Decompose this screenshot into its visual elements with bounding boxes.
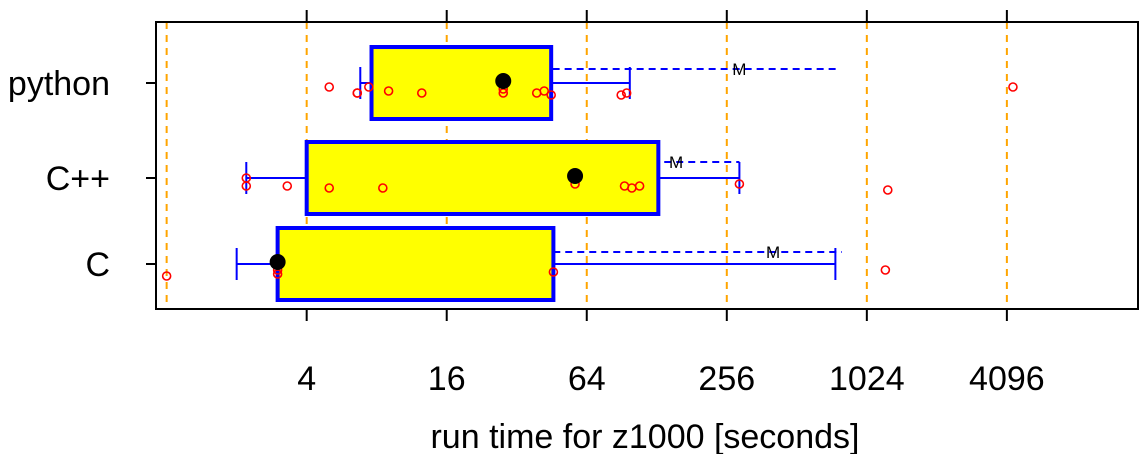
- data-point: [383, 86, 394, 96]
- box: [369, 45, 554, 121]
- data-point: [621, 88, 632, 98]
- data-point: [324, 82, 335, 92]
- category-labels: python C++ C: [8, 65, 156, 284]
- category-label: C: [85, 246, 110, 284]
- mean-marker: M: [766, 243, 780, 262]
- data-point: [539, 86, 550, 96]
- data-point: [616, 90, 626, 100]
- x-tick-label: 4: [297, 360, 316, 398]
- data-point: [282, 181, 293, 191]
- data-point: [548, 267, 559, 277]
- box: [275, 226, 556, 302]
- x-tick-label: 4096: [969, 360, 1045, 398]
- plot-frame: [155, 21, 1139, 310]
- data-point: [324, 183, 335, 193]
- x-axis: 4 16 64 256 1024 4096: [297, 10, 1045, 398]
- category-label: python: [8, 65, 110, 103]
- x-tick-label: 1024: [829, 360, 905, 398]
- median-dot: [269, 254, 286, 270]
- x-axis-title: run time for z1000 [seconds]: [430, 418, 859, 454]
- box: [304, 140, 661, 216]
- data-point: [882, 185, 893, 195]
- mean-marker: M: [732, 60, 746, 79]
- data-point: [241, 181, 252, 191]
- data-point: [634, 181, 645, 191]
- mean-marker: M: [669, 153, 683, 172]
- median-dot: [567, 168, 584, 184]
- data-point: [734, 179, 745, 189]
- data-point: [416, 88, 427, 98]
- x-tick-label: 16: [428, 360, 466, 398]
- data-point: [1008, 82, 1018, 92]
- data-point: [546, 90, 556, 100]
- data-point: [880, 265, 891, 275]
- median-dot: [495, 73, 512, 89]
- x-tick-label: 256: [698, 360, 755, 398]
- data-point: [378, 183, 388, 193]
- data-points: [161, 73, 1018, 281]
- data-point: [161, 271, 172, 281]
- category-label: C++: [46, 160, 110, 198]
- x-tick-label: 64: [568, 360, 606, 398]
- boxes: [235, 45, 837, 302]
- data-point: [352, 88, 363, 98]
- data-point: [364, 82, 374, 92]
